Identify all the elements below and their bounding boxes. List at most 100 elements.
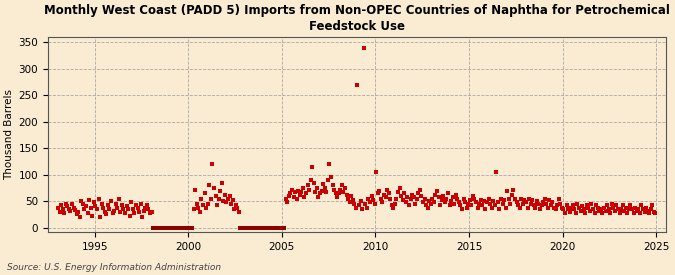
Point (151, 226, 161, 230)
Point (393, 189, 404, 194)
Point (526, 198, 537, 202)
Point (70, 208, 80, 212)
Point (238, 226, 249, 230)
Point (472, 205, 483, 210)
Point (439, 200, 450, 204)
Point (173, 226, 184, 230)
Point (497, 202, 508, 206)
Point (583, 205, 594, 210)
Point (448, 195, 458, 199)
Point (346, 194, 356, 198)
Point (205, 196, 216, 201)
Point (505, 202, 516, 206)
Point (605, 211, 616, 215)
Point (338, 189, 349, 194)
Point (450, 192, 461, 197)
Point (638, 207, 649, 211)
Point (455, 203, 466, 208)
Point (480, 207, 491, 211)
Point (405, 196, 416, 201)
Point (294, 192, 305, 197)
Point (391, 196, 402, 201)
Point (554, 196, 564, 201)
Point (576, 204, 587, 209)
Point (488, 199, 499, 204)
Point (134, 210, 144, 214)
Point (396, 194, 406, 198)
Point (489, 203, 500, 208)
Point (402, 195, 413, 199)
Title: Monthly West Coast (PADD 5) Imports from Non-OPEC Countries of Naphtha for Petro: Monthly West Coast (PADD 5) Imports from… (44, 4, 670, 33)
Point (564, 210, 575, 214)
Point (74, 215, 85, 219)
Point (237, 226, 248, 230)
Point (138, 208, 149, 213)
Point (386, 203, 397, 208)
Point (311, 186, 322, 190)
Point (563, 207, 574, 211)
Point (558, 207, 569, 211)
Point (631, 208, 642, 213)
Point (254, 226, 265, 230)
Point (608, 205, 619, 210)
Point (636, 203, 647, 208)
Point (240, 226, 250, 230)
Point (168, 226, 179, 230)
Point (495, 196, 506, 201)
Point (53, 205, 63, 210)
Point (601, 203, 612, 208)
Point (463, 202, 474, 206)
Point (333, 191, 344, 196)
Text: Source: U.S. Energy Information Administration: Source: U.S. Energy Information Administ… (7, 263, 221, 272)
Point (424, 199, 435, 204)
Point (162, 226, 173, 230)
Point (336, 183, 347, 188)
Point (500, 205, 511, 210)
Point (207, 162, 218, 166)
Point (167, 226, 178, 230)
Point (243, 226, 254, 230)
Point (200, 205, 211, 210)
Point (218, 199, 229, 204)
Point (252, 226, 263, 230)
Point (327, 183, 338, 188)
Point (520, 200, 531, 204)
Point (611, 203, 622, 208)
Point (268, 226, 279, 230)
Point (444, 203, 455, 208)
Point (368, 198, 379, 202)
Point (99, 210, 110, 214)
Point (107, 211, 118, 215)
Point (533, 202, 544, 206)
Point (522, 205, 533, 210)
Point (265, 226, 275, 230)
Point (475, 198, 486, 202)
Point (103, 203, 113, 208)
Point (406, 192, 417, 197)
Point (279, 226, 290, 230)
Point (529, 203, 539, 208)
Point (246, 226, 256, 230)
Point (600, 208, 611, 213)
Point (531, 199, 542, 204)
Point (230, 203, 241, 208)
Point (287, 187, 298, 192)
Point (113, 196, 124, 201)
Point (578, 207, 589, 211)
Point (144, 211, 155, 215)
Point (366, 194, 377, 198)
Point (325, 175, 336, 180)
Point (574, 205, 585, 210)
Point (514, 205, 525, 210)
Point (163, 226, 174, 230)
Point (123, 207, 134, 211)
Point (137, 215, 148, 219)
Point (466, 203, 477, 208)
Point (560, 211, 570, 215)
Point (187, 226, 198, 230)
Point (157, 226, 168, 230)
Point (354, 203, 364, 208)
Point (411, 196, 422, 201)
Point (302, 183, 313, 188)
Point (541, 202, 551, 206)
